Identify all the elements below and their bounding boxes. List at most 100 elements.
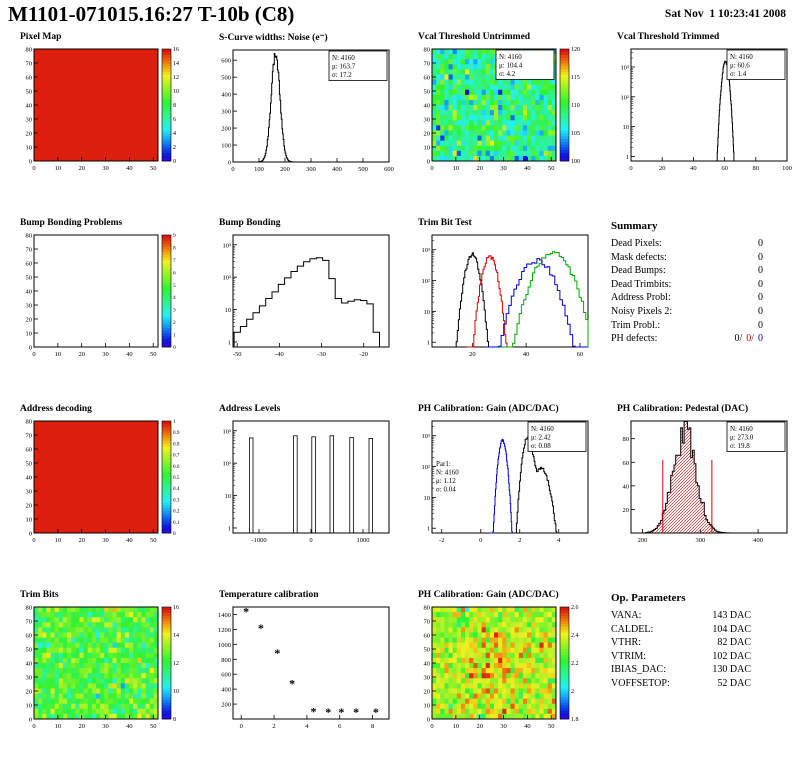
svg-text:40: 40 [424, 661, 431, 668]
op-value: 104 DAC [712, 623, 751, 635]
summary-row: Dead Bumps: 0 [611, 264, 763, 278]
svg-text:300: 300 [306, 166, 316, 173]
svg-text:10: 10 [225, 307, 232, 314]
svg-text:16: 16 [173, 47, 179, 53]
svg-text:0: 0 [430, 165, 433, 172]
svg-text:300: 300 [221, 109, 231, 116]
svg-text:0: 0 [430, 723, 433, 730]
svg-text:20: 20 [26, 689, 33, 696]
op-label: VANA: [611, 610, 642, 621]
summary-label: Trim Probl.: [611, 319, 661, 331]
svg-text:2: 2 [518, 537, 521, 544]
svg-text:0: 0 [228, 160, 231, 167]
svg-text:60: 60 [424, 75, 431, 82]
svg-text:*: * [289, 676, 295, 690]
svg-text:*: * [310, 704, 316, 718]
svg-text:40: 40 [524, 165, 531, 172]
svg-text:10: 10 [173, 89, 179, 95]
svg-text:10: 10 [453, 723, 460, 730]
op-value: 52 DAC [717, 677, 751, 689]
op-parameter-row: CALDEL: 104 DAC [611, 623, 751, 637]
op-value: 143 DAC [712, 610, 751, 621]
svg-text:Par1:: Par1: [436, 460, 451, 468]
summary-row: Dead Pixels: 0 [611, 237, 763, 251]
svg-text:50: 50 [26, 647, 33, 654]
svg-text:20: 20 [476, 165, 483, 172]
svg-text:*: * [325, 705, 331, 719]
svg-text:80: 80 [26, 605, 33, 612]
svg-text:80: 80 [26, 47, 33, 54]
summary-label: Dead Pixels: [611, 238, 662, 249]
svg-text:600: 600 [221, 672, 231, 679]
svg-text:30: 30 [424, 117, 431, 124]
svg-text:70: 70 [26, 619, 33, 626]
svg-text:μ: 60.6: μ: 60.6 [730, 62, 750, 70]
svg-text:μ: 273.0: μ: 273.0 [730, 434, 754, 442]
svg-text:2: 2 [272, 723, 275, 730]
svg-text:40: 40 [424, 103, 431, 110]
svg-text:70: 70 [424, 61, 431, 68]
summary-row: Dead Trimbits: 0 [611, 278, 763, 292]
ph-gain-map-plot: 0 10 20 30 40 50 0 10 20 30 40 50 60 70 80 1.8 2 2.2 2.4 2.… [424, 605, 579, 731]
svg-text:0: 0 [29, 345, 32, 352]
svg-text:50: 50 [424, 647, 431, 654]
svg-text:40: 40 [524, 723, 531, 730]
svg-text:14: 14 [173, 61, 179, 67]
bump-bonding-plot: -50 -40 -30 -20 1 10 10² 10³ [223, 234, 390, 358]
svg-text:0.5: 0.5 [173, 475, 180, 481]
svg-text:-20: -20 [359, 351, 368, 358]
svg-text:50: 50 [150, 165, 157, 172]
svg-text:σ: 17.2: σ: 17.2 [332, 71, 352, 79]
svg-text:1: 1 [228, 525, 231, 532]
svg-text:*: * [243, 605, 249, 619]
svg-text:50: 50 [26, 89, 33, 96]
svg-text:20: 20 [469, 351, 476, 358]
svg-text:60: 60 [623, 460, 630, 467]
svg-text:600: 600 [384, 166, 394, 173]
svg-text:8: 8 [173, 245, 176, 251]
panel-title: Trim Bit Test [418, 218, 472, 228]
svg-text:0: 0 [173, 531, 176, 537]
svg-text:20: 20 [424, 689, 431, 696]
panel-vcal-trimmed: Vcal Threshold Trimmed 0 20 40 60 80 100 1 10 10… [597, 26, 796, 212]
svg-text:10: 10 [424, 703, 431, 710]
svg-text:σ: 1.4: σ: 1.4 [730, 70, 747, 78]
svg-text:300: 300 [695, 537, 705, 544]
svg-text:2.6: 2.6 [571, 605, 579, 611]
svg-text:600: 600 [221, 58, 231, 65]
svg-text:*: * [373, 705, 379, 719]
pixel-map-plot: 0 10 20 30 40 50 0 10 20 30 40 50 60 70 80 0 2 4 6 8 10 12 14 1… [26, 47, 180, 173]
summary-row: Noisy Pixels 2: 0 [611, 305, 763, 319]
panel-scurve-noise: S-Curve widths: Noise (e⁻) 0 100 200 300 400… [199, 26, 398, 212]
svg-text:1: 1 [626, 154, 629, 161]
svg-text:0: 0 [32, 351, 35, 358]
svg-text:40: 40 [126, 723, 133, 730]
svg-text:20: 20 [26, 503, 33, 510]
svg-text:*: * [338, 705, 344, 719]
op-label: VTRIM: [611, 650, 646, 662]
svg-text:400: 400 [332, 166, 342, 173]
panel-title: Pixel Map [20, 32, 62, 42]
svg-text:N: 4160: N: 4160 [531, 425, 554, 433]
op-value: 102 DAC [712, 650, 751, 662]
svg-text:40: 40 [26, 661, 33, 668]
panel-trim-bits: Trim Bits 0 10 20 30 40 50 0 10 20 30 40 50 60 70 80 8 1… [0, 584, 199, 770]
svg-text:105: 105 [571, 131, 580, 137]
svg-text:σ: 0.04: σ: 0.04 [436, 485, 456, 493]
svg-text:0.2: 0.2 [173, 509, 180, 515]
page-title: M1101-071015.16:27 T-10b (C8) [8, 2, 295, 26]
ph-defects-black: 0/ [734, 333, 743, 345]
panel-summary: Summary Dead Pixels: 0 Mask defects: 0 Dea… [597, 212, 796, 398]
svg-text:100: 100 [571, 159, 580, 165]
svg-text:1000: 1000 [218, 642, 231, 649]
panel-title: Vcal Threshold Untrimmed [418, 32, 531, 42]
summary-row: Address Probl: 0 [611, 291, 763, 305]
svg-text:0.3: 0.3 [173, 497, 180, 503]
svg-text:0.6: 0.6 [173, 464, 180, 470]
svg-text:4: 4 [557, 537, 561, 544]
svg-text:20: 20 [659, 165, 666, 172]
svg-text:10³: 10³ [422, 247, 431, 254]
